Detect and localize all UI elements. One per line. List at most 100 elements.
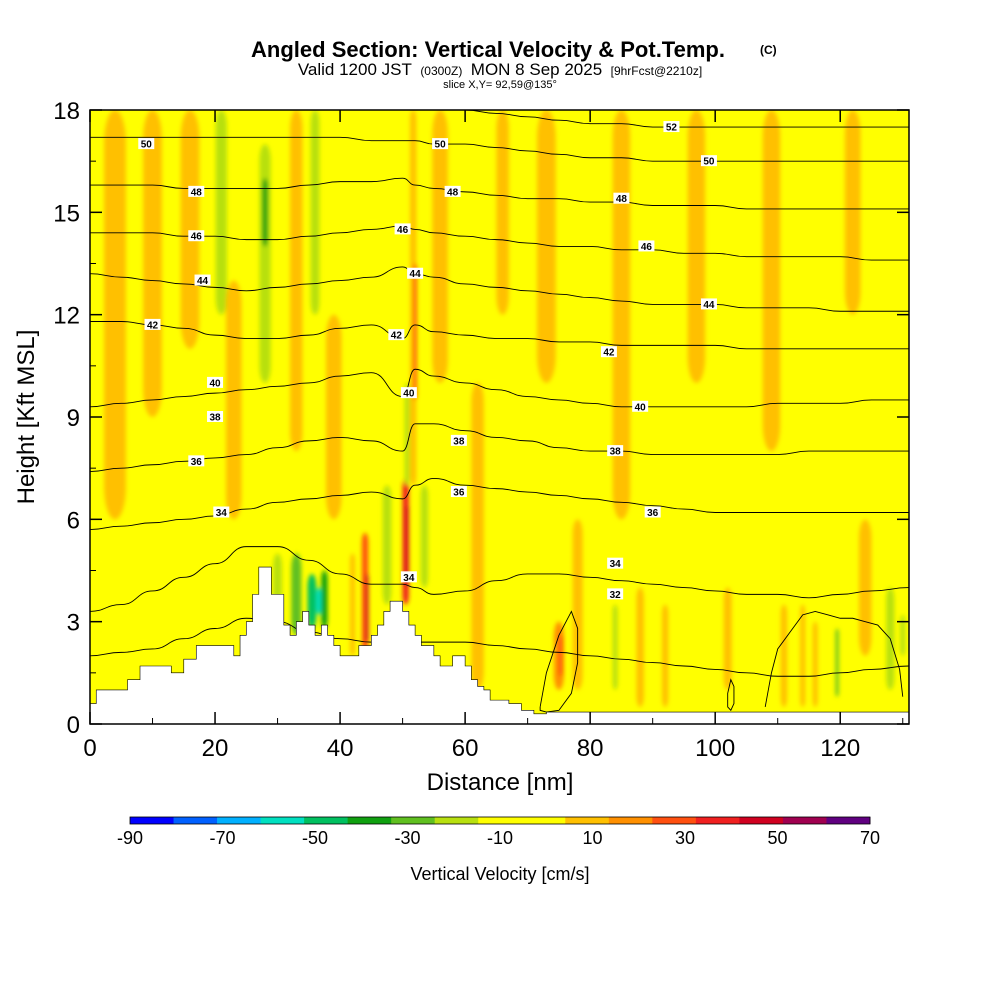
contour-label-14: 42 [388,329,405,342]
contour-label-text-22: 36 [191,457,203,468]
x-axis-label: Distance [nm] [427,769,574,796]
contour-label-10: 44 [194,274,211,287]
terrain-mask [90,566,909,724]
contour-label-3: 52 [663,121,680,134]
valid-time: Valid 1200 JST [298,60,412,79]
contour-label-17: 40 [400,387,417,400]
valid-time-line: Valid 1200 JST (0300Z) MON 8 Sep 2025 [9… [298,60,702,79]
local-contour-2 [727,678,735,712]
vv-cell-24 [420,485,429,588]
vv-cell-12 [307,573,317,629]
vv-cell-39 [780,604,788,707]
contour-label-text-25: 34 [216,508,228,519]
x-tick-label-60: 60 [452,735,479,762]
colorbar-bin-4 [304,817,349,824]
contour-label-text-19: 38 [209,413,221,424]
contour-label-text-15: 42 [603,348,615,359]
contour-label-text-0: 50 [141,140,153,151]
x-tick-label-40: 40 [327,735,354,762]
vv-cell-26 [471,382,484,690]
colorbar-tick-4: -10 [487,828,513,848]
vv-cell-38 [762,110,781,452]
y-tick-label-9: 9 [67,405,80,432]
vv-cell-23 [404,382,410,486]
y-tick-label-0: 0 [67,712,80,739]
contour-label-text-7: 46 [191,232,203,243]
contour-label-27: 34 [607,557,624,570]
vv-cell-42 [835,628,839,697]
vv-cell-28 [537,110,556,383]
copyright-mark: (C) [760,43,777,57]
contour-label-20: 38 [450,434,467,447]
colorbar-bin-9 [521,817,566,824]
vv-cell-14 [321,570,328,629]
contour-label-text-23: 36 [453,488,465,499]
y-tick-label-3: 3 [67,610,80,637]
vv-cell-33 [612,110,631,520]
x-tick-label-100: 100 [695,735,735,762]
x-axis: 0 20 40 60 80 100 120 [83,110,904,762]
theta-contour-50 [90,136,909,162]
vertical-velocity-field [104,110,906,707]
x-tick-label-120: 120 [820,735,860,762]
contour-label-12: 44 [700,298,717,311]
colorbar-frame [129,816,871,825]
vv-cell-34 [636,587,644,707]
colorbar-tick-5: 10 [582,828,602,848]
contour-label-text-10: 44 [197,276,209,287]
vv-cell-36 [687,110,706,383]
theta-contour-36 [90,477,909,531]
contour-label-8: 46 [394,223,411,236]
y-tick-label-18: 18 [53,98,80,125]
colorbar-tick-2: -50 [302,828,328,848]
colorbar-bin-6 [391,817,436,824]
forecast-info: [9hrFcst@2210z] [611,64,703,78]
colorbar-bin-15 [782,817,827,824]
contour-label-text-16: 40 [209,378,221,389]
plot-area: 50 50 50 52 48 48 48 46 46 46 44 44 44 42 42 42 40 40 40 38… [90,110,909,724]
contour-label-19: 38 [207,411,224,424]
local-contour-0 [539,610,579,713]
colorbar-bin-5 [347,817,392,824]
theta-contour-32 [90,617,909,677]
contour-label-5: 48 [444,185,461,198]
contour-label-text-5: 48 [447,187,459,198]
colorbar-tick-3: -30 [394,828,420,848]
vv-cell-9 [326,314,342,520]
contour-label-15: 42 [600,346,617,359]
chart-title: Angled Section: Vertical Velocity & Pot.… [251,37,725,62]
contour-label-22: 36 [188,455,205,468]
colorbar-bin-3 [260,817,305,824]
contour-label-text-26: 34 [403,573,415,584]
y-tick-label-15: 15 [53,200,80,227]
contour-label-text-28: 32 [610,590,622,601]
vv-cell-7 [290,110,303,452]
vv-cell-44 [858,519,872,656]
contour-label-9: 46 [638,240,655,253]
contour-label-text-4: 48 [191,187,203,198]
contour-label-text-11: 44 [410,269,422,280]
theta-contour-42 [90,321,909,350]
contour-label-text-27: 34 [610,559,622,570]
theta-contour-52 [456,110,909,128]
vv-cell-37 [723,587,732,690]
contour-label-text-20: 38 [453,436,465,447]
contour-label-text-1: 50 [435,140,447,151]
theta-contour-40 [90,368,909,408]
contour-label-text-14: 42 [391,331,403,342]
vv-cell-32 [612,604,618,690]
contour-label-25: 34 [213,506,230,519]
contour-label-2: 50 [700,155,717,168]
vv-cell-16 [365,573,369,643]
contour-label-7: 46 [188,230,205,243]
colorbar-bin-2 [217,817,262,824]
vv-cell-35 [662,604,669,707]
slice-info: slice X,Y= 92,59@135° [443,79,557,91]
vv-cell-17 [350,553,356,656]
contour-label-18: 40 [632,400,649,413]
contour-label-28: 32 [607,588,624,601]
vv-cell-11 [291,553,302,636]
colorbar-bin-16 [826,817,871,824]
vv-cell-30 [558,635,563,677]
contour-label-text-9: 46 [641,242,653,253]
